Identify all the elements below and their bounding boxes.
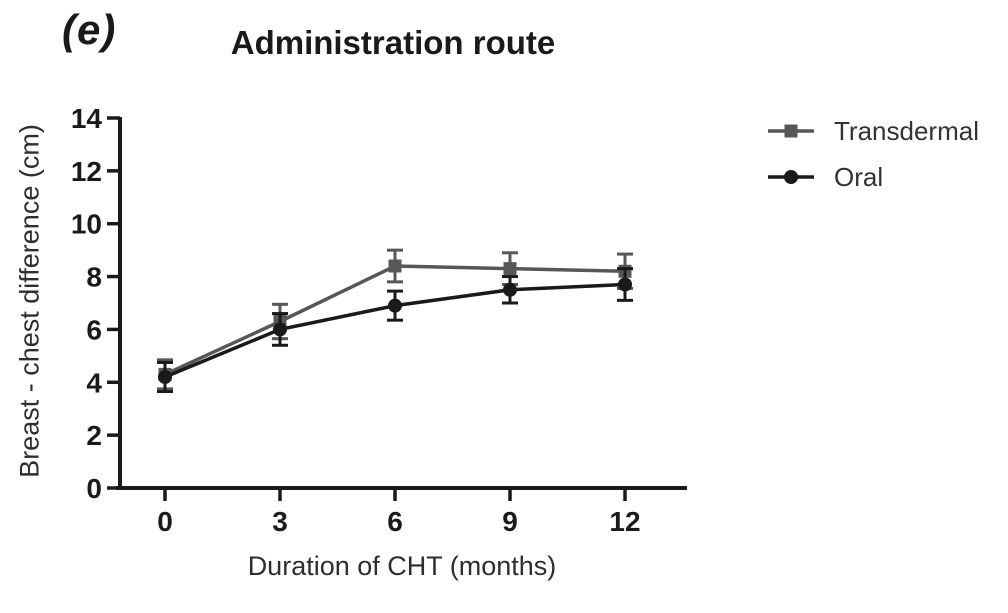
x-tick-label: 6 [387,506,403,537]
data-point-oral [618,277,632,292]
y-tick-label: 14 [71,103,103,134]
y-tick-label: 4 [86,367,102,398]
x-axis-title: Duration of CHT (months) [247,551,557,581]
y-axis-title: Breast - chest difference (cm) [14,124,45,478]
transdermal-line-marker-icon [768,124,814,138]
y-tick-label: 6 [86,314,102,345]
x-tick-label: 0 [157,506,173,537]
y-tick-label: 2 [86,420,102,451]
oral-line-marker-icon [768,170,814,184]
x-tick-label: 9 [502,506,518,537]
legend-label-transdermal: Transdermal [834,115,979,146]
legend-item-transdermal: Transdermal [766,115,979,146]
y-tick-label: 0 [86,473,102,504]
data-point-transdermal [503,262,517,276]
panel-label: (e) [62,6,117,53]
data-point-oral [503,282,517,297]
y-tick-label: 8 [86,262,102,293]
y-tick-label: 12 [71,156,102,187]
data-point-transdermal [388,259,402,273]
legend: Transdermal Oral [766,115,979,209]
data-point-oral [158,370,172,384]
data-point-oral [388,298,402,313]
chart-title: Administration route [230,24,556,61]
legend-item-oral: Oral [766,161,979,192]
x-tick-label: 12 [609,506,640,537]
y-tick-label: 10 [71,209,102,240]
data-point-oral [273,322,287,337]
legend-label-oral: Oral [834,161,884,192]
x-tick-label: 3 [272,506,288,537]
